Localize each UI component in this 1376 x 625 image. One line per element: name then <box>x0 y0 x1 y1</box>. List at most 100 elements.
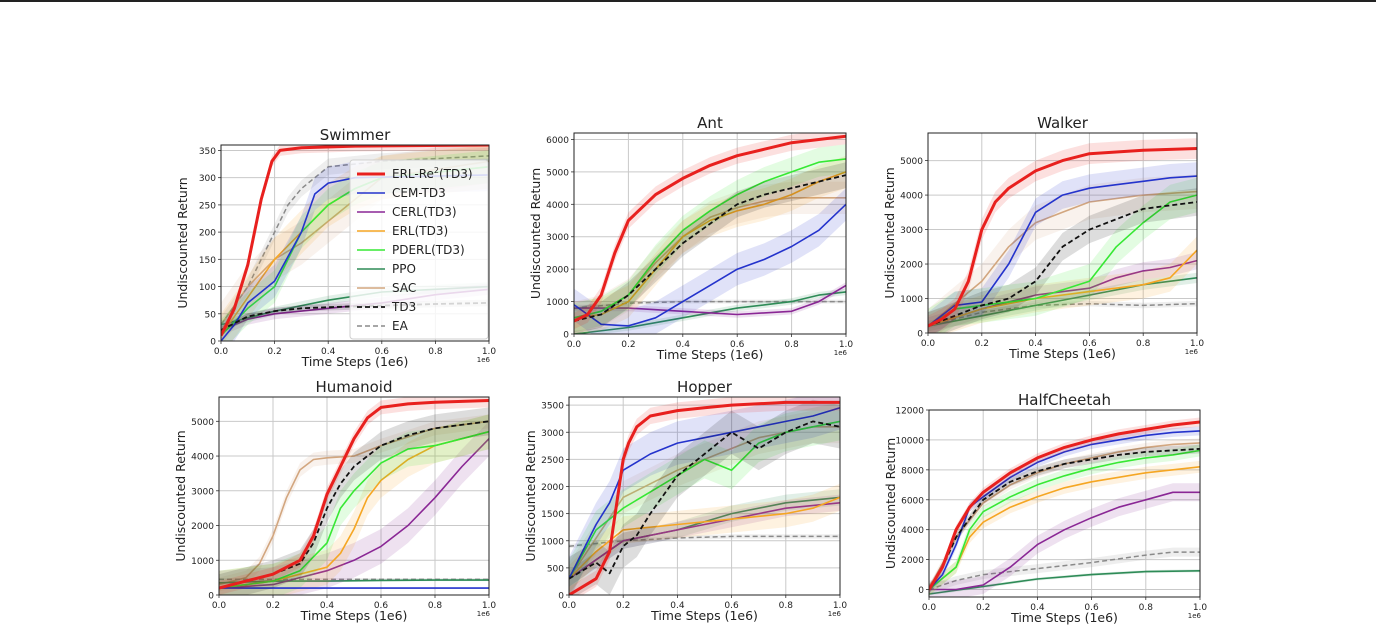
legend-label: TD3 <box>391 300 416 314</box>
axes-frame <box>573 132 847 335</box>
band-pderl-td3 <box>929 444 1200 596</box>
chart-title: Ant <box>697 114 723 132</box>
x-tick-label: 0.4 <box>1030 603 1045 613</box>
top-rule <box>0 0 1376 2</box>
legend-box <box>349 159 489 340</box>
legend-label: EA <box>392 319 409 333</box>
y-tick-label: 3000 <box>900 226 923 236</box>
x-tick-label: 0.6 <box>730 340 745 350</box>
y-tick-label: 200 <box>199 229 216 239</box>
band-cem-td3 <box>928 162 1197 333</box>
line-erl-td3 <box>569 496 840 580</box>
y-tick-label: 1000 <box>541 537 564 547</box>
x-axis-label: Time Steps (1e6) <box>656 347 764 362</box>
chart-title: HalfCheetah <box>1018 391 1111 409</box>
band-ea <box>221 147 489 333</box>
x-tick-label: 0.2 <box>266 601 280 611</box>
line-td3 <box>929 448 1200 590</box>
y-tick-label: 3500 <box>541 402 564 412</box>
y-axis-label: Undiscounted Return <box>175 177 190 308</box>
axes-frame <box>220 144 490 342</box>
y-tick-label: 5000 <box>191 418 214 428</box>
legend-item-sac: SAC <box>357 281 416 295</box>
x-tick-label: 0.2 <box>621 340 635 350</box>
x-tick-label: 1.0 <box>482 601 497 611</box>
x-tick-label: 0.0 <box>922 603 937 613</box>
x-tick-label: 0.0 <box>921 339 936 349</box>
line-erl-re2-td3 <box>928 147 1197 328</box>
legend-label: ERL(TD3) <box>392 224 448 238</box>
x-tick-label: 0.8 <box>1136 339 1151 349</box>
x-tick-label: 1.0 <box>1193 603 1208 613</box>
y-tick-label: 500 <box>547 564 564 574</box>
line-erl-re2-td3 <box>219 399 489 590</box>
legend-label: ERL-Re2(TD3) <box>392 166 473 181</box>
line-cerl-td3 <box>574 284 846 316</box>
y-tick-label: 1000 <box>546 298 569 308</box>
y-tick-label: 6000 <box>901 496 924 506</box>
band-cerl-td3 <box>928 252 1197 333</box>
line-cerl-td3 <box>569 502 840 580</box>
band-pderl-td3 <box>574 144 846 333</box>
band-ea <box>569 534 840 549</box>
legend-item-td3: TD3 <box>357 300 416 314</box>
line-ppo <box>574 291 846 334</box>
y-axis-label: Undiscounted Return <box>523 430 538 561</box>
legend-item-ea: EA <box>357 319 409 333</box>
x-tick-label: 0.8 <box>779 601 794 611</box>
y-tick-label: 4000 <box>900 192 923 202</box>
axes-frame <box>568 396 841 596</box>
y-tick-label: 350 <box>199 147 216 157</box>
line-pderl-td3 <box>929 449 1200 591</box>
y-axis-label: Undiscounted Return <box>882 167 897 298</box>
y-tick-label: 2000 <box>900 261 923 271</box>
x-tick-label: 1.0 <box>839 340 854 350</box>
y-tick-label: 2000 <box>541 483 564 493</box>
x-tick-label: 0.0 <box>562 601 577 611</box>
legend-label: PPO <box>392 262 416 276</box>
band-pderl-td3 <box>569 402 840 595</box>
band-erl-td3 <box>569 483 840 593</box>
x-tick-label: 0.4 <box>1028 339 1043 349</box>
line-erl-td3 <box>574 171 846 319</box>
axes-frame <box>218 396 490 596</box>
x-tick-label: 0.6 <box>1082 339 1097 349</box>
legend-item-pderl: PDERL(TD3) <box>357 243 465 257</box>
y-tick-label: 3000 <box>546 233 569 243</box>
x-tick-label: 1.0 <box>1190 339 1205 349</box>
chart-halfcheetah: 0.0 0.2 0.4 0.6 0.8 1.0 0 2000 4000 6000 8000 10000… <box>883 391 1207 625</box>
legend-item-ppo: PPO <box>357 262 416 276</box>
x-axis-label: Time Steps (1e6) <box>1010 610 1118 625</box>
y-tick-label: 2000 <box>191 522 214 532</box>
axes-frame <box>928 409 1201 598</box>
band-pderl-td3 <box>928 177 1197 333</box>
legend-label: PDERL(TD3) <box>392 243 465 257</box>
line-erl-re2-td3 <box>221 145 489 337</box>
chart-title: Humanoid <box>316 378 393 396</box>
line-sac <box>928 190 1197 327</box>
band-erl-td3 <box>219 414 489 595</box>
x-axis-label: Time Steps (1e6) <box>650 608 758 623</box>
line-ea <box>928 302 1197 327</box>
legend-item-cerl: CERL(TD3) <box>357 205 457 219</box>
chart-walker: 0.0 0.2 0.4 0.6 0.8 1.0 0 1000 2000 3000 4000 5000 W… <box>882 114 1204 361</box>
line-td3 <box>569 420 840 580</box>
y-tick-label: 300 <box>199 174 216 184</box>
chart-humanoid: 0.0 0.2 0.4 0.6 0.8 1.0 0 1000 2000 3000 4000 5000 H… <box>173 378 496 623</box>
y-tick-label: 0 <box>563 331 569 341</box>
band-ea <box>929 547 1200 594</box>
x-tick-label: 0.4 <box>320 601 335 611</box>
line-cem-td3 <box>574 203 846 327</box>
line-ppo <box>929 570 1200 595</box>
band-td3 <box>928 188 1197 333</box>
x-multiplier: 1e6 <box>477 610 491 618</box>
legend-item-erl: ERL-Re2(TD3) <box>357 166 473 181</box>
line-cem-td3 <box>569 407 840 580</box>
y-tick-label: 1000 <box>191 557 214 567</box>
y-tick-label: 0 <box>917 330 923 340</box>
y-tick-label: 0 <box>558 592 564 602</box>
y-tick-label: 50 <box>205 310 217 320</box>
x-tick-label: 0.6 <box>1084 603 1099 613</box>
x-tick-label: 0.8 <box>784 340 799 350</box>
line-erl-td3 <box>928 249 1197 327</box>
